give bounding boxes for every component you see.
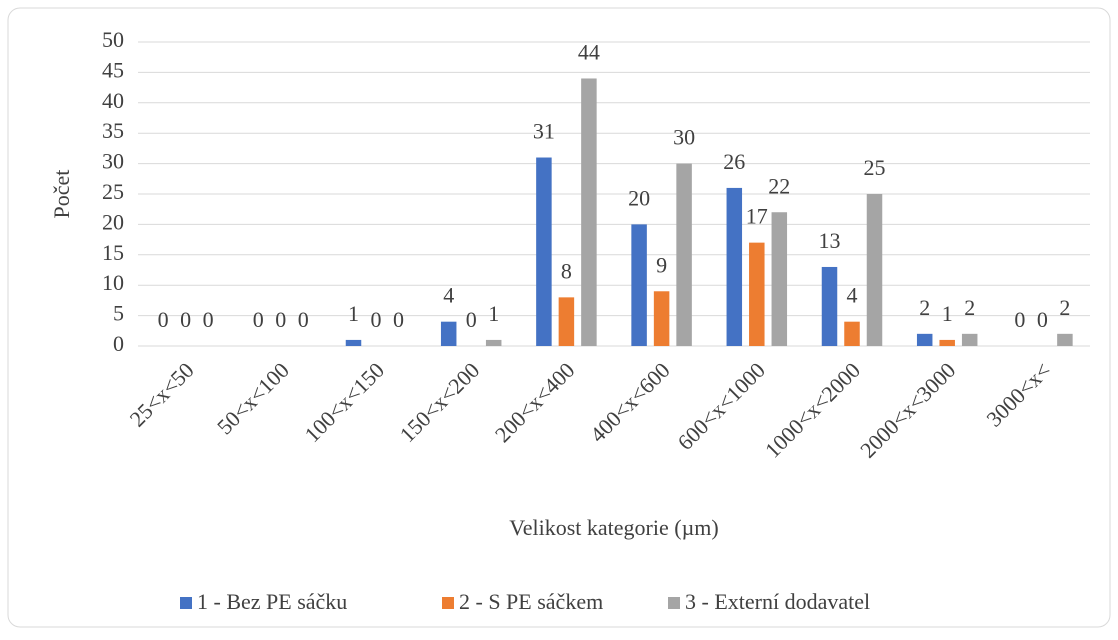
y-tick-label: 45 <box>102 57 124 82</box>
data-label: 13 <box>819 228 841 253</box>
bar <box>536 157 552 346</box>
y-tick-label: 35 <box>102 118 124 143</box>
bar <box>771 212 788 346</box>
bar <box>726 187 743 346</box>
bar <box>653 291 670 346</box>
data-label: 0 <box>180 307 191 332</box>
bar <box>749 242 765 346</box>
data-label: 2 <box>964 295 975 320</box>
data-label: 2 <box>1059 295 1070 320</box>
data-label: 30 <box>673 125 695 150</box>
bar <box>485 339 502 346</box>
data-label: 8 <box>561 258 572 283</box>
data-label: 4 <box>443 283 454 308</box>
bar <box>676 163 692 346</box>
data-label: 31 <box>533 119 555 144</box>
data-label: 0 <box>298 307 309 332</box>
data-label: 0 <box>393 307 404 332</box>
bar <box>631 224 647 346</box>
data-label: 0 <box>158 307 169 332</box>
data-label: 0 <box>203 307 214 332</box>
bar <box>558 297 575 346</box>
data-label: 0 <box>466 307 477 332</box>
bar <box>821 266 838 346</box>
legend-label: 1 - Bez PE sáčku <box>197 589 347 614</box>
y-tick-label: 10 <box>102 270 124 295</box>
legend-swatch <box>442 597 454 609</box>
data-label: 0 <box>1037 307 1048 332</box>
bar <box>1057 333 1073 346</box>
legend-swatch <box>668 597 680 609</box>
data-label: 20 <box>628 185 650 210</box>
legend-swatch <box>180 597 192 609</box>
data-label: 1 <box>348 301 359 326</box>
data-label: 1 <box>942 301 953 326</box>
y-tick-label: 40 <box>102 88 124 113</box>
bar <box>939 339 955 346</box>
data-label: 2 <box>919 295 930 320</box>
data-label: 0 <box>371 307 382 332</box>
y-tick-label: 0 <box>113 331 124 356</box>
bar <box>866 194 883 346</box>
bar <box>961 333 978 346</box>
legend-label: 2 - S PE sáčkem <box>459 589 603 614</box>
data-label: 26 <box>723 149 745 174</box>
bar <box>581 78 597 346</box>
data-label: 22 <box>768 173 790 198</box>
bar <box>916 333 933 346</box>
data-label: 17 <box>746 204 768 229</box>
x-axis-title: Velikost kategorie (µm) <box>509 515 718 540</box>
data-label: 0 <box>253 307 264 332</box>
data-label: 25 <box>864 155 886 180</box>
y-tick-label: 30 <box>102 149 124 174</box>
data-label: 9 <box>656 252 667 277</box>
data-label: 44 <box>578 40 600 65</box>
legend-label: 3 - Externí dodavatel <box>685 589 870 614</box>
bar <box>844 321 860 346</box>
y-tick-label: 50 <box>102 27 124 52</box>
data-label: 0 <box>275 307 286 332</box>
y-tick-label: 5 <box>113 301 124 326</box>
data-label: 0 <box>1014 307 1025 332</box>
y-axis-title: Počet <box>49 170 74 219</box>
data-label: 1 <box>488 301 499 326</box>
y-tick-label: 25 <box>102 179 124 204</box>
data-label: 4 <box>847 283 858 308</box>
y-tick-label: 20 <box>102 209 124 234</box>
y-tick-label: 15 <box>102 240 124 265</box>
bar <box>345 339 362 346</box>
bar <box>440 321 457 346</box>
